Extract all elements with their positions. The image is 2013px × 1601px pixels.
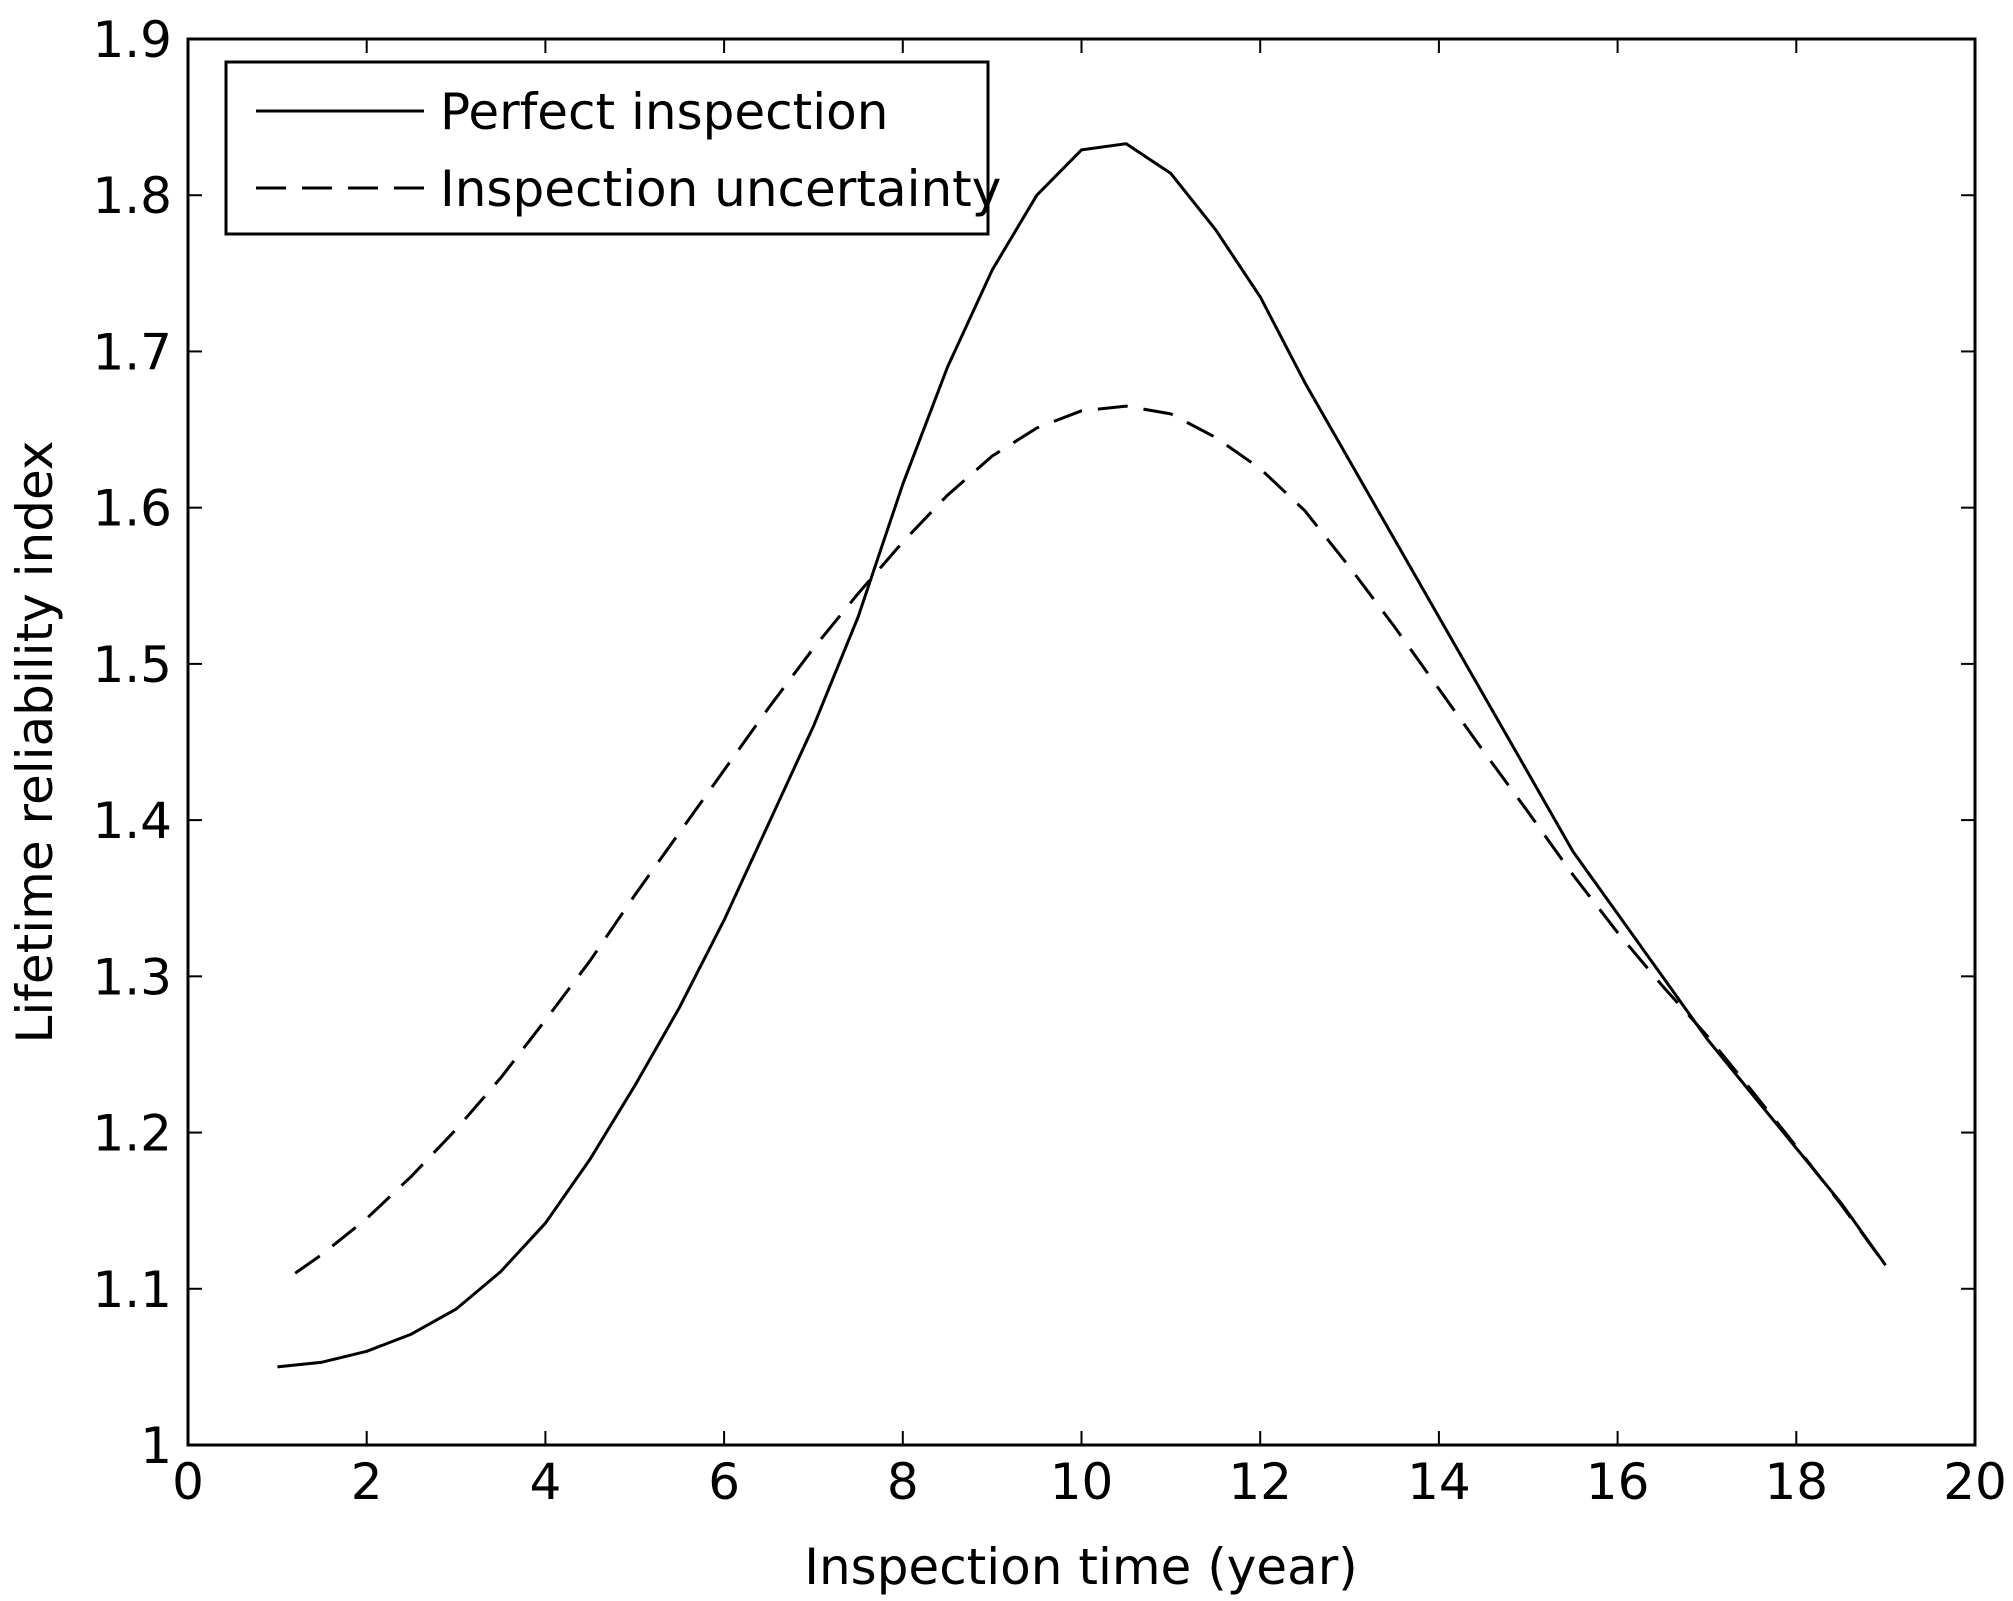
x-tick-label: 20 bbox=[1943, 1453, 2007, 1511]
axis-labels: Inspection time (year) Lifetime reliabil… bbox=[6, 441, 1358, 1596]
x-axis-label: Inspection time (year) bbox=[804, 1538, 1358, 1596]
legend-box bbox=[224, 60, 990, 236]
y-tick-label: 1.2 bbox=[92, 1105, 172, 1163]
series-line-perfect-inspection bbox=[277, 142, 1887, 1369]
y-tick-label: 1 bbox=[140, 1417, 172, 1475]
x-tick-label: 0 bbox=[172, 1453, 204, 1511]
y-tick-label: 1.3 bbox=[92, 948, 172, 1006]
x-tick-label: 2 bbox=[351, 1453, 383, 1511]
legend-label-perfect-inspection: Perfect inspection bbox=[440, 83, 888, 141]
series-line-inspection-uncertainty bbox=[294, 404, 1887, 1275]
legend: Perfect inspection Inspection uncertaint… bbox=[224, 60, 1001, 236]
x-tick-label: 12 bbox=[1228, 1453, 1292, 1511]
x-tick-label: 10 bbox=[1050, 1453, 1114, 1511]
y-tick-label: 1.8 bbox=[92, 167, 172, 225]
x-tick-label: 14 bbox=[1407, 1453, 1471, 1511]
y-tick-label: 1.7 bbox=[92, 323, 172, 381]
legend-label-inspection-uncertainty: Inspection uncertainty bbox=[440, 160, 1001, 218]
x-tick-label: 6 bbox=[708, 1453, 740, 1511]
y-tick-label: 1.4 bbox=[92, 792, 172, 850]
x-tick-label: 16 bbox=[1586, 1453, 1650, 1511]
x-tick-label: 8 bbox=[887, 1453, 919, 1511]
y-tick-label: 1.1 bbox=[92, 1261, 172, 1319]
y-tick-label: 1.5 bbox=[92, 636, 172, 694]
ticks-layer: 0 2 4 6 8 10 12 14 16 18 20 1 1.1 1.2 1.3 1.4 1.5 1.6 1.7 1… bbox=[92, 11, 2006, 1511]
x-tick-label: 4 bbox=[529, 1453, 561, 1511]
plot-frame bbox=[186, 37, 1977, 1447]
series-layer bbox=[277, 142, 1887, 1369]
y-tick-label: 1.9 bbox=[92, 11, 172, 69]
y-tick-label: 1.6 bbox=[92, 480, 172, 538]
y-axis-label: Lifetime reliability index bbox=[6, 441, 64, 1044]
x-tick-label: 18 bbox=[1764, 1453, 1828, 1511]
